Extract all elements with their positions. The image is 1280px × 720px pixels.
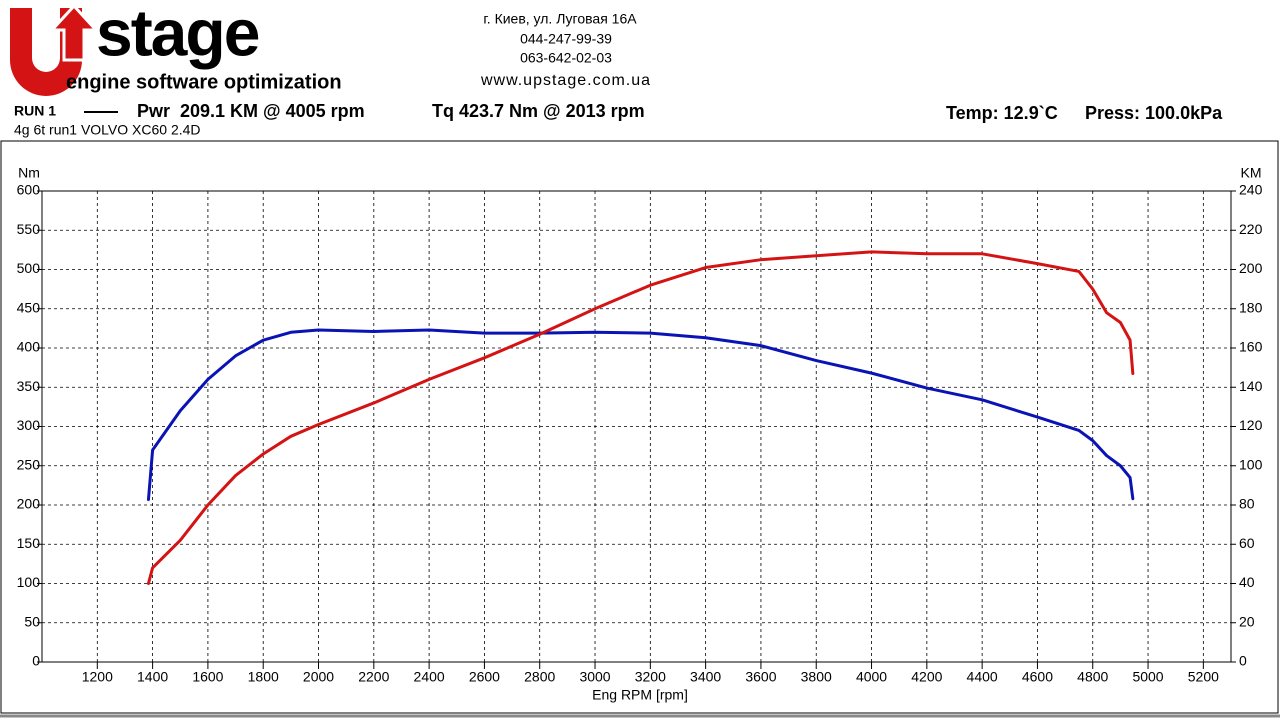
y2-tick-label: 220 [1239, 221, 1263, 237]
x-tick-label: 3200 [635, 669, 666, 685]
phone: 063-642-02-03 [520, 50, 612, 66]
logo-arrow [48, 3, 100, 62]
x-tick-label: 5000 [1132, 669, 1163, 685]
y-axis-title: Nm [18, 165, 40, 181]
x-tick-label: 2400 [414, 669, 445, 685]
y-tick-label: 200 [17, 496, 41, 512]
y-tick-label: 500 [17, 260, 41, 276]
x-tick-label: 2000 [303, 669, 334, 685]
y2-tick-label: 40 [1239, 574, 1255, 590]
x-tick-label: 4400 [967, 669, 998, 685]
y-tick-label: 300 [17, 417, 41, 433]
x-tick-label: 5200 [1188, 669, 1219, 685]
x-axis-title: Eng RPM [rpm] [592, 687, 688, 703]
y-tick-label: 50 [24, 613, 40, 629]
logo: stage engine software optimization [10, 0, 342, 96]
y-tick-label: 100 [17, 574, 41, 590]
logo-tagline: engine software optimization [66, 71, 342, 93]
x-tick-label: 4600 [1022, 669, 1053, 685]
power-summary: Pwr 209.1 KM @ 4005 rpm [137, 101, 365, 121]
x-tick-label: 1800 [248, 669, 279, 685]
description: 4g 6t run1 VOLVO XC60 2.4D [14, 122, 201, 138]
y2-tick-label: 20 [1239, 613, 1255, 629]
x-tick-label: 2200 [358, 669, 389, 685]
pressure: Press: 100.0kPa [1085, 103, 1223, 123]
y-tick-label: 550 [17, 221, 41, 237]
x-tick-label: 1200 [82, 669, 113, 685]
y-tick-label: 150 [17, 535, 41, 551]
x-tick-label: 3600 [745, 669, 776, 685]
x-tick-label: 3000 [579, 669, 610, 685]
y-tick-label: 400 [17, 339, 41, 355]
torque-summary: Tq 423.7 Nm @ 2013 rpm [432, 101, 645, 121]
x-tick-label: 2800 [524, 669, 555, 685]
y2-tick-label: 140 [1239, 378, 1263, 394]
y2-tick-label: 120 [1239, 417, 1263, 433]
y2-tick-label: 0 [1239, 653, 1247, 669]
run-label: RUN 1 [14, 103, 56, 119]
phone: 044-247-99-39 [520, 31, 612, 47]
y-tick-label: 450 [17, 299, 41, 315]
x-tick-label: 2600 [469, 669, 500, 685]
x-tick-label: 4000 [856, 669, 887, 685]
y-tick-label: 350 [17, 378, 41, 394]
series-line [146, 328, 1135, 502]
y2-tick-label: 160 [1239, 339, 1263, 355]
x-tick-label: 4800 [1077, 669, 1108, 685]
address: г. Киев, ул. Луговая 16А [483, 11, 637, 27]
x-tick-label: 4200 [911, 669, 942, 685]
x-tick-label: 1400 [137, 669, 168, 685]
y2-tick-label: 80 [1239, 496, 1255, 512]
y-tick-label: 600 [17, 182, 41, 198]
y2-tick-label: 180 [1239, 299, 1263, 315]
x-tick-label: 1600 [192, 669, 223, 685]
y-tick-label: 0 [32, 653, 40, 669]
series-line [146, 250, 1135, 585]
temperature: Temp: 12.9`C [946, 103, 1058, 123]
logo-text: stage [96, 0, 259, 69]
y2-axis-title: KM [1241, 165, 1262, 181]
x-tick-label: 3800 [801, 669, 832, 685]
y2-tick-label: 100 [1239, 456, 1263, 472]
chart-frame [0, 140, 1279, 714]
y2-tick-label: 240 [1239, 182, 1263, 198]
website: www.upstage.com.ua [480, 72, 651, 89]
y2-tick-label: 60 [1239, 535, 1255, 551]
y2-tick-label: 200 [1239, 260, 1263, 276]
y-tick-label: 250 [17, 456, 41, 472]
x-tick-label: 3400 [690, 669, 721, 685]
